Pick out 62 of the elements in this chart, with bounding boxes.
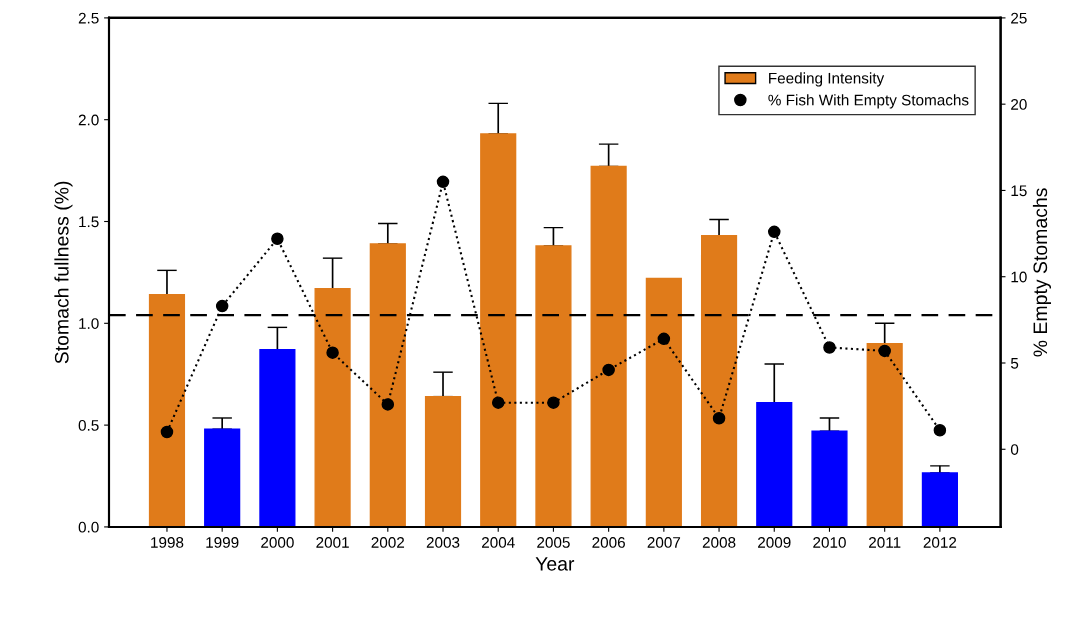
point	[712, 411, 726, 425]
bar	[204, 428, 241, 527]
x-axis-title: Year	[535, 557, 575, 571]
y2-tick-label: 10	[1011, 271, 1027, 283]
bar	[369, 243, 406, 527]
x-tick-label: 2005	[537, 537, 570, 548]
y-tick-label: 1.5	[79, 216, 99, 228]
y2-tick-label: 25	[1011, 12, 1027, 24]
bar	[148, 294, 186, 527]
point	[547, 396, 560, 409]
bar	[866, 342, 903, 527]
x-tick-label: 2009	[758, 537, 791, 548]
bar	[259, 349, 296, 527]
bar	[700, 235, 738, 527]
y2-tick-label: 20	[1011, 99, 1027, 110]
x-tick-label: 2000	[261, 537, 294, 548]
legend-label: Feeding Intensity	[769, 72, 885, 87]
x-tick-label: 1998	[151, 537, 184, 548]
point	[215, 299, 229, 313]
point	[602, 363, 615, 377]
y2-axis-title: % Empty Stomachs	[1032, 188, 1052, 357]
x-tick-label: 2003	[426, 537, 460, 548]
x-tick-label: 2006	[592, 537, 625, 548]
x-tick-label: 2007	[647, 537, 681, 548]
y-tick-label: 0.5	[78, 419, 99, 431]
x-tick-label: 2010	[813, 537, 846, 548]
point	[160, 425, 174, 439]
y2-tick-label: 15	[1011, 185, 1027, 197]
y-tick-label: 0.0	[78, 521, 99, 533]
x-tick-label: 2011	[869, 537, 901, 548]
point	[657, 332, 671, 346]
point	[491, 396, 505, 409]
y2-tick-label: 5	[1010, 358, 1019, 369]
x-tick-label: 2004	[482, 537, 515, 548]
bar	[480, 133, 517, 527]
y-tick-label: 1.0	[79, 318, 99, 329]
x-tick-label: 2001	[316, 537, 349, 548]
point	[381, 398, 395, 411]
y2-tick-label: 0	[1010, 444, 1019, 455]
bar	[811, 430, 848, 527]
bar	[590, 165, 627, 527]
y-tick-label: 2.5	[78, 12, 99, 24]
bar	[645, 277, 682, 527]
point	[823, 341, 836, 354]
bar	[535, 245, 572, 527]
bar	[921, 472, 958, 527]
point	[436, 175, 450, 189]
y-axis-title: Stomach fullness (%)	[54, 181, 73, 364]
point	[878, 344, 891, 358]
legend-label: % Fish With Empty Stomachs	[768, 94, 969, 109]
bar	[756, 402, 793, 527]
x-tick-label: 1999	[206, 537, 239, 548]
point	[933, 424, 947, 437]
point	[326, 346, 339, 359]
bar	[314, 287, 351, 527]
y-tick-label: 2.0	[78, 114, 99, 126]
x-tick-label: 2012	[923, 537, 957, 548]
bar	[424, 395, 462, 527]
point	[768, 225, 781, 239]
x-tick-label: 2008	[702, 537, 736, 548]
x-tick-label: 2002	[371, 537, 405, 548]
point	[271, 232, 284, 246]
